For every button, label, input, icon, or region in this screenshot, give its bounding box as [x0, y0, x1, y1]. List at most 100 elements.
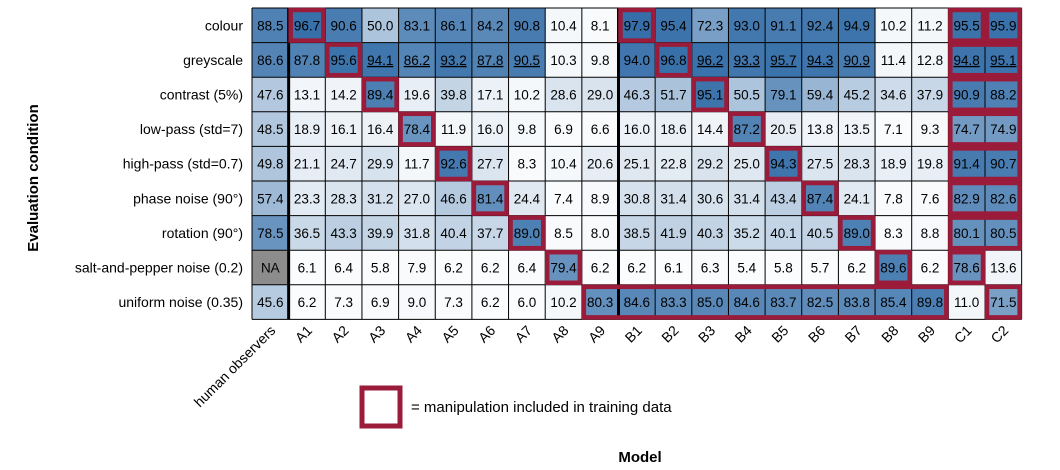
cell-high-pass-std-0-7-a2: [325, 146, 362, 181]
cell-value: 95.1: [990, 53, 1016, 68]
cell-value: 94.0: [624, 53, 650, 68]
cell-uniform-noise-0-35-a5: [435, 284, 472, 320]
cell-low-pass-std-7-b1: [618, 111, 656, 147]
cell-value: 17.1: [477, 88, 503, 103]
cell-rotation-90-a9: [581, 215, 619, 251]
training-highlights: [288, 7, 1022, 320]
cell-contrast-5-b9: [911, 77, 949, 112]
column-label: B8: [878, 322, 902, 346]
cell-value: NA: [261, 261, 280, 276]
cell-value: 20.6: [587, 157, 613, 172]
cell-value: 91.4: [954, 157, 981, 172]
cell-colour-a5: [435, 8, 472, 43]
cell-colour-b9: [911, 8, 949, 43]
cell-value: 6.2: [591, 261, 610, 276]
column-label: B1: [622, 322, 646, 346]
cell-contrast-5-a3: [361, 77, 399, 112]
cell-value: 18.9: [880, 157, 906, 172]
cell-value: 92.4: [807, 18, 834, 33]
cell-salt-and-pepper-noise-0-2-b5: [765, 250, 802, 285]
cell-salt-and-pepper-noise-0-2-a2: [325, 250, 362, 285]
cell-phase-noise-90-b2: [655, 181, 692, 216]
cell-contrast-5-a8: [545, 77, 582, 112]
cell-value: 6.0: [517, 295, 536, 310]
cell-uniform-noise-0-35-a6: [471, 284, 509, 320]
cell-value: 94.3: [807, 53, 833, 68]
cell-salt-and-pepper-noise-0-2-b8: [875, 250, 912, 285]
cell-phase-noise-90-b5: [765, 181, 802, 216]
cell-uniform-noise-0-35-a8: [545, 284, 582, 320]
column-label: A3: [365, 322, 389, 346]
training-highlight: [764, 146, 802, 182]
row-label: phase noise (90°): [133, 190, 243, 206]
cell-value: 88.2: [990, 88, 1016, 103]
cell-colour-a8: [545, 8, 582, 43]
training-highlight: [838, 215, 876, 251]
cell-uniform-noise-0-35-c2: [985, 284, 1022, 320]
cell-low-pass-std-7-b3: [691, 111, 729, 147]
cell-contrast-5-c1: [948, 77, 985, 112]
cell-greyscale-a5: [435, 42, 472, 78]
row-label: low-pass (std=7): [140, 121, 243, 137]
cell-value: 78.6: [954, 261, 980, 276]
cell-value: 46.3: [624, 88, 650, 103]
cell-contrast-5-a7: [508, 77, 546, 112]
cell-value: 6.4: [334, 261, 353, 276]
cell-value: 96.2: [697, 53, 723, 68]
cell-value: 89.0: [844, 226, 870, 241]
cell-value: 39.9: [367, 226, 393, 241]
cell-colour-b6: [801, 8, 839, 43]
cell-value: 83.1: [404, 18, 430, 33]
cell-phase-noise-90-b1: [618, 181, 656, 216]
cell-low-pass-std-7-c1: [948, 111, 985, 147]
cell-contrast-5-a4: [398, 77, 436, 112]
cell-value: 31.8: [404, 226, 430, 241]
cell-contrast-5-b8: [875, 77, 912, 112]
cell-high-pass-std-0-7-b7: [838, 146, 876, 181]
cell-rotation-90-human-observers: [252, 215, 289, 251]
cell-greyscale-c2: [985, 42, 1022, 78]
cell-low-pass-std-7-human-observers: [252, 111, 289, 147]
cell-value: 16.0: [477, 122, 503, 137]
cell-greyscale-a4: [398, 42, 436, 78]
cell-uniform-noise-0-35-b3: [691, 284, 729, 320]
cell-value: 24.1: [844, 191, 870, 206]
cell-phase-noise-90-a7: [508, 181, 546, 216]
cell-value: 45.2: [844, 88, 870, 103]
cell-contrast-5-human-observers: [252, 77, 289, 112]
cell-greyscale-b5: [765, 42, 802, 78]
heatmap-cells: 88.5 96.7 90.6 50.0 83.1 86.1 84.2 90.8 10.4 8.1 9…: [252, 8, 1022, 320]
row-label: contrast (5%): [160, 87, 243, 103]
cell-value: 40.5: [807, 226, 833, 241]
cell-greyscale-a6: [471, 42, 509, 78]
column-label: A6: [475, 322, 499, 346]
legend-label: = manipulation included in training data: [411, 399, 672, 416]
cell-value: 46.6: [440, 191, 466, 206]
cell-value: 7.4: [554, 191, 573, 206]
cell-value: 16.1: [330, 122, 356, 137]
cell-value: 43.4: [770, 191, 797, 206]
cell-high-pass-std-0-7-a8: [545, 146, 582, 181]
cell-value: 19.6: [404, 88, 430, 103]
cell-greyscale-a8: [545, 42, 582, 78]
cell-value: 9.0: [408, 295, 427, 310]
training-highlight: [544, 249, 583, 286]
cell-salt-and-pepper-noise-0-2-a8: [545, 250, 582, 285]
cell-phase-noise-90-b8: [875, 181, 912, 216]
cell-phase-noise-90-c1: [948, 181, 985, 216]
cell-value: 10.2: [514, 88, 540, 103]
cell-contrast-5-b5: [765, 77, 802, 112]
cell-value: 11.4: [881, 53, 907, 68]
cell-value: 82.9: [954, 191, 980, 206]
cell-low-pass-std-7-b4: [728, 111, 766, 147]
cell-colour-c1: [948, 8, 985, 43]
cell-contrast-5-a5: [435, 77, 472, 112]
training-highlight: [691, 76, 729, 113]
cell-salt-and-pepper-noise-0-2-b6: [801, 250, 839, 285]
cell-greyscale-c1: [948, 42, 985, 78]
cell-value: 37.9: [917, 88, 943, 103]
cell-value: 10.3: [550, 53, 576, 68]
row-labels: colour greyscale contrast (5%) low-pass (st…: [75, 17, 243, 310]
cell-value: 89.8: [917, 295, 943, 310]
cell-phase-noise-90-b3: [691, 181, 729, 216]
